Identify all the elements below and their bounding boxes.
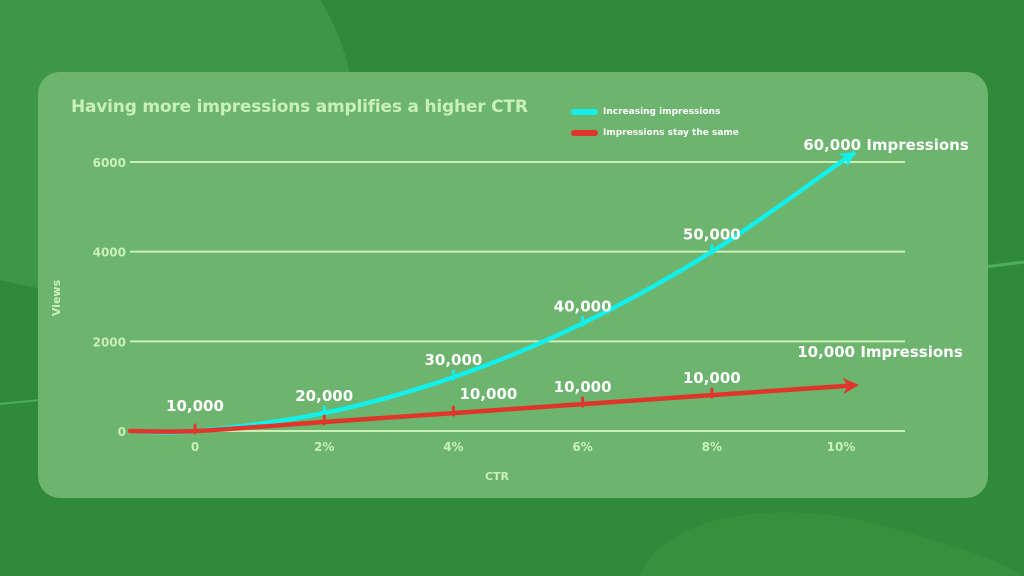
data-label-increasing: 10,000 bbox=[166, 397, 224, 415]
y-tick-label: 6000 bbox=[93, 156, 126, 170]
data-label-increasing: 60,000 Impressions bbox=[803, 136, 969, 154]
y-axis-title: Views bbox=[50, 279, 63, 316]
data-label-same: 10,000 Impressions bbox=[797, 343, 963, 361]
data-label-same: 10,000 bbox=[554, 378, 612, 396]
data-label-increasing: 40,000 bbox=[554, 297, 612, 315]
y-tick-label: 0 bbox=[118, 425, 126, 439]
x-tick-label: 8% bbox=[702, 440, 722, 454]
x-tick-label: 0 bbox=[191, 440, 199, 454]
legend-item-same: Impressions stay the same bbox=[571, 126, 739, 140]
legend-swatch-same bbox=[571, 130, 598, 136]
legend-item-increasing: Increasing impressions bbox=[571, 105, 720, 119]
data-label-same: 10,000 bbox=[683, 369, 741, 387]
x-axis-title: CTR bbox=[485, 470, 510, 483]
series-line-same bbox=[127, 377, 860, 434]
x-tick-label: 4% bbox=[443, 440, 463, 454]
chart-title: Having more impressions amplifies a high… bbox=[71, 97, 528, 117]
legend-label-same: Impressions stay the same bbox=[603, 128, 739, 138]
data-label-increasing: 20,000 bbox=[295, 387, 353, 405]
y-tick-label: 2000 bbox=[93, 335, 126, 349]
x-tick-label: 2% bbox=[314, 440, 334, 454]
data-label-same: 10,000 bbox=[459, 385, 517, 403]
legend-swatch-increasing bbox=[571, 109, 598, 115]
x-tick-label: 6% bbox=[572, 440, 592, 454]
legend-label-increasing: Increasing impressions bbox=[603, 107, 721, 117]
x-tick-label: 10% bbox=[827, 440, 856, 454]
data-label-increasing: 50,000 bbox=[683, 226, 741, 244]
data-label-increasing: 30,000 bbox=[424, 351, 482, 369]
y-tick-label: 4000 bbox=[93, 246, 126, 260]
